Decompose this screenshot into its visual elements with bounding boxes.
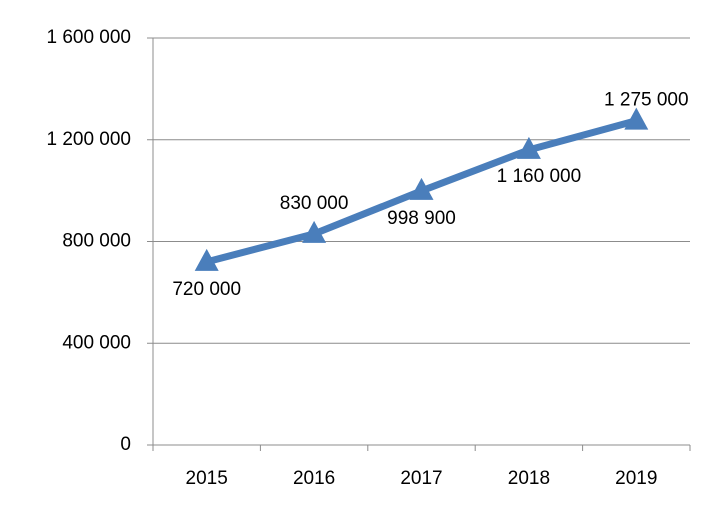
marker xyxy=(516,136,541,159)
x-tick-label: 2018 xyxy=(508,468,550,489)
data-label: 1 275 000 xyxy=(604,90,689,111)
marker xyxy=(302,220,327,243)
y-tick-label: 1 200 000 xyxy=(46,129,131,150)
y-tick-label: 1 600 000 xyxy=(46,27,131,48)
marker xyxy=(194,248,219,271)
x-tick-label: 2016 xyxy=(293,468,335,489)
y-tick-label: 0 xyxy=(120,434,131,455)
data-label: 720 000 xyxy=(172,279,241,300)
x-tick-label: 2015 xyxy=(186,468,228,489)
y-tick-label: 800 000 xyxy=(62,231,131,252)
marker xyxy=(624,107,649,130)
x-tick-label: 2017 xyxy=(400,468,442,489)
x-tick-label: 2019 xyxy=(615,468,657,489)
data-label: 998 900 xyxy=(387,208,456,229)
data-label: 830 000 xyxy=(280,193,349,214)
data-label: 1 160 000 xyxy=(497,166,582,187)
marker xyxy=(409,177,434,200)
y-tick-label: 400 000 xyxy=(62,332,131,353)
